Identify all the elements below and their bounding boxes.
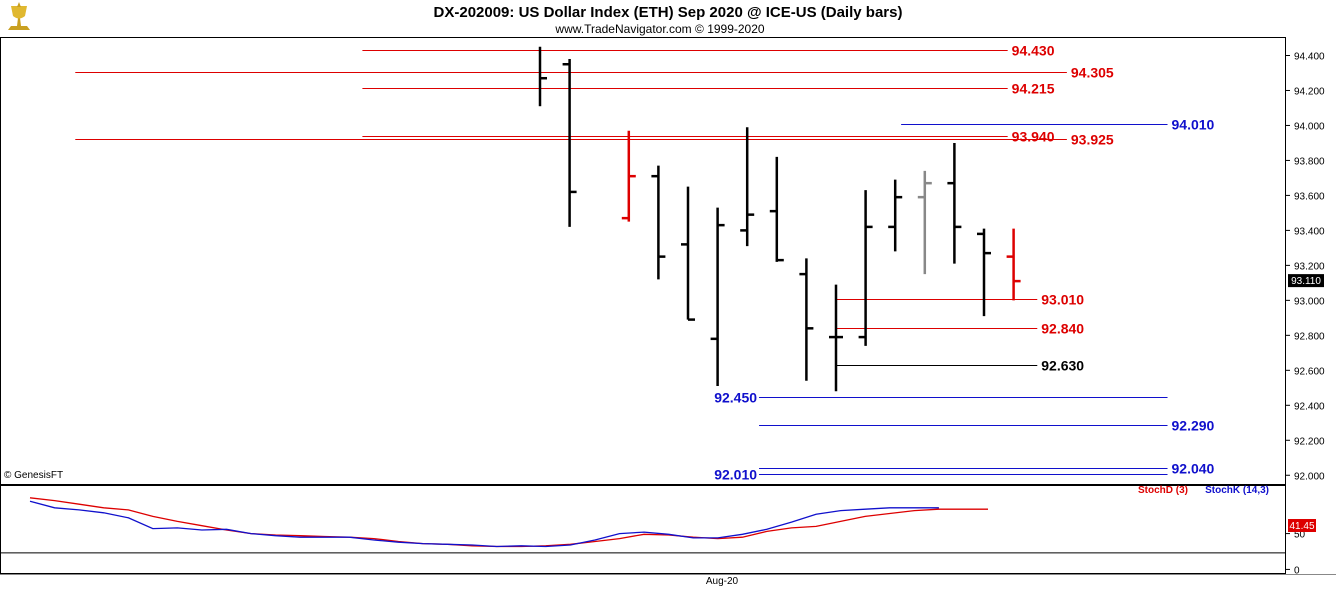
level-label-7: 92.840 bbox=[1041, 321, 1084, 337]
y-tick-label-5: 93.400 bbox=[1294, 226, 1325, 237]
level-label-9: 92.450 bbox=[714, 390, 757, 406]
indicator-panel-frame bbox=[0, 485, 1286, 574]
copyright-label: © GenesisFT bbox=[4, 470, 63, 481]
price-y-axis: 94.400 94.200 94.000 93.800 93.600 93.400 93.2… bbox=[1285, 51, 1325, 482]
level-label-4: 93.925 bbox=[1071, 132, 1114, 148]
stoch-tick-label-1: 0 bbox=[1294, 565, 1300, 576]
y-tick-label-10: 92.400 bbox=[1294, 401, 1325, 412]
y-tick-label-12: 92.000 bbox=[1294, 471, 1325, 482]
y-tick-label-0: 94.400 bbox=[1294, 51, 1325, 62]
x-axis-label-aug: Aug-20 bbox=[706, 576, 739, 587]
last-price-marker: 93.110 bbox=[1288, 274, 1324, 288]
stoch-line-1 bbox=[29, 500, 939, 548]
y-tick-label-1: 94.200 bbox=[1294, 86, 1325, 97]
chart-subtitle: www.TradeNavigator.com © 1999-2020 bbox=[554, 22, 764, 36]
stoch-line-0 bbox=[29, 497, 988, 548]
price-panel-frame bbox=[0, 37, 1286, 485]
y-tick-label-4: 93.600 bbox=[1294, 191, 1325, 202]
level-label-5: 94.010 bbox=[1172, 117, 1215, 133]
y-tick-label-6: 93.200 bbox=[1294, 261, 1325, 272]
stoch-tick-label-0: 50 bbox=[1294, 530, 1306, 541]
chart-title: DX-202009: US Dollar Index (ETH) Sep 202… bbox=[434, 4, 903, 21]
level-label-11: 92.040 bbox=[1172, 461, 1215, 477]
level-label-12: 92.010 bbox=[714, 467, 757, 483]
stoch-y-axis: 50 0 bbox=[1285, 530, 1306, 576]
y-tick-label-9: 92.600 bbox=[1294, 366, 1325, 377]
y-tick-label-2: 94.000 bbox=[1294, 121, 1325, 132]
stoch-last-label: 41.45 bbox=[1289, 521, 1314, 532]
y-tick-label-3: 93.800 bbox=[1294, 156, 1325, 167]
level-label-2: 94.215 bbox=[1012, 81, 1055, 97]
level-label-0: 94.430 bbox=[1012, 43, 1055, 59]
y-tick-label-11: 92.200 bbox=[1294, 436, 1325, 447]
price-bars bbox=[538, 46, 1021, 392]
legend-stochd: StochD (3) bbox=[1138, 485, 1188, 496]
level-label-3: 93.940 bbox=[1012, 129, 1055, 145]
y-tick-label-8: 92.800 bbox=[1294, 331, 1325, 342]
level-lines: 94.430 94.305 94.215 93.940 93.925 94.010 93.0… bbox=[75, 43, 1215, 483]
y-tick-label-7: 93.000 bbox=[1294, 296, 1325, 307]
legend-stochk: StochK (14,3) bbox=[1205, 485, 1269, 496]
stoch-last-marker: 41.45 bbox=[1288, 519, 1316, 532]
level-label-6: 93.010 bbox=[1041, 292, 1084, 308]
stoch-lines bbox=[29, 497, 988, 548]
level-label-8: 92.630 bbox=[1041, 358, 1084, 374]
level-label-10: 92.290 bbox=[1172, 418, 1215, 434]
logo-icon bbox=[2, 2, 36, 32]
level-label-1: 94.305 bbox=[1071, 65, 1114, 81]
last-price-label: 93.110 bbox=[1291, 276, 1321, 287]
